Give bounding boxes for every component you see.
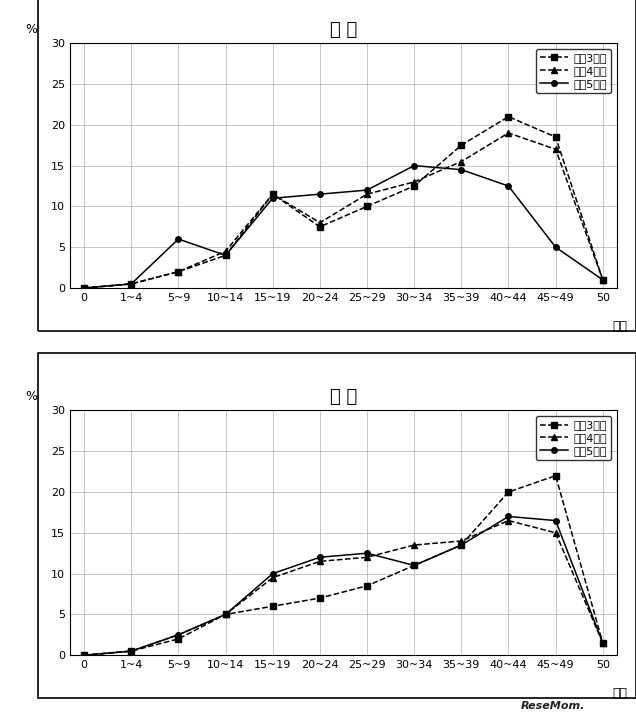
令和3年度 xyxy=(80,651,88,660)
令和4年度 xyxy=(552,145,560,153)
令和5年度 xyxy=(552,243,560,251)
令和5年度 xyxy=(552,516,560,525)
令和4年度 xyxy=(504,516,512,525)
令和3年度 xyxy=(599,639,607,647)
令和4年度 xyxy=(457,536,465,545)
令和4年度 xyxy=(80,284,88,292)
令和4年度 xyxy=(457,157,465,166)
Line: 令和3年度: 令和3年度 xyxy=(81,473,605,658)
令和5年度 xyxy=(269,570,277,578)
令和5年度 xyxy=(175,631,183,639)
令和5年度 xyxy=(410,561,418,570)
令和4年度 xyxy=(599,276,607,284)
令和3年度 xyxy=(599,276,607,284)
令和4年度 xyxy=(222,247,230,256)
令和5年度 xyxy=(316,190,324,199)
令和5年度 xyxy=(363,549,371,557)
令和4年度 xyxy=(127,279,135,288)
令和5年度 xyxy=(457,541,465,549)
令和4年度 xyxy=(127,647,135,655)
令和5年度 xyxy=(222,610,230,618)
令和4年度 xyxy=(175,631,183,639)
令和3年度 xyxy=(127,279,135,288)
令和5年度 xyxy=(222,251,230,260)
令和4年度 xyxy=(363,190,371,199)
令和3年度 xyxy=(222,610,230,618)
令和4年度 xyxy=(410,178,418,186)
令和5年度 xyxy=(363,186,371,194)
令和4年度 xyxy=(269,573,277,582)
令和3年度 xyxy=(316,222,324,231)
令和3年度 xyxy=(269,190,277,199)
Line: 令和3年度: 令和3年度 xyxy=(81,114,605,291)
令和4年度 xyxy=(410,541,418,549)
Y-axis label: %: % xyxy=(25,23,38,36)
令和5年度 xyxy=(80,651,88,660)
令和5年度 xyxy=(127,279,135,288)
令和5年度 xyxy=(504,181,512,190)
令和5年度 xyxy=(599,639,607,647)
令和3年度 xyxy=(127,647,135,655)
令和4年度 xyxy=(599,639,607,647)
令和4年度 xyxy=(504,129,512,138)
令和3年度 xyxy=(410,181,418,190)
Text: ReseMom.: ReseMom. xyxy=(521,701,585,711)
令和5年度 xyxy=(269,194,277,202)
令和3年度 xyxy=(363,202,371,211)
令和3年度 xyxy=(552,132,560,141)
Line: 令和4年度: 令和4年度 xyxy=(81,518,605,658)
令和3年度 xyxy=(457,541,465,549)
令和3年度 xyxy=(222,251,230,260)
Title: 理 科: 理 科 xyxy=(330,21,357,39)
令和4年度 xyxy=(316,218,324,227)
令和5年度 xyxy=(504,512,512,521)
令和5年度 xyxy=(316,553,324,562)
Title: 英 語: 英 語 xyxy=(330,388,357,406)
令和4年度 xyxy=(80,651,88,660)
令和3年度 xyxy=(269,602,277,611)
令和3年度 xyxy=(552,472,560,480)
Legend: 令和3年度, 令和4年度, 令和5年度: 令和3年度, 令和4年度, 令和5年度 xyxy=(536,49,611,93)
令和3年度 xyxy=(316,594,324,603)
令和3年度 xyxy=(410,561,418,570)
令和5年度 xyxy=(80,284,88,292)
令和5年度 xyxy=(457,166,465,174)
令和4年度 xyxy=(269,190,277,199)
令和3年度 xyxy=(504,487,512,496)
Text: 得点: 得点 xyxy=(613,320,628,333)
Line: 令和5年度: 令和5年度 xyxy=(81,163,605,291)
令和3年度 xyxy=(457,141,465,150)
令和5年度 xyxy=(175,235,183,243)
令和4年度 xyxy=(552,528,560,537)
Legend: 令和3年度, 令和4年度, 令和5年度: 令和3年度, 令和4年度, 令和5年度 xyxy=(536,416,611,460)
令和4年度 xyxy=(363,553,371,562)
令和3年度 xyxy=(363,582,371,590)
令和3年度 xyxy=(80,284,88,292)
令和3年度 xyxy=(175,267,183,276)
令和3年度 xyxy=(175,634,183,643)
令和4年度 xyxy=(222,610,230,618)
令和5年度 xyxy=(410,161,418,170)
令和4年度 xyxy=(175,267,183,276)
Y-axis label: %: % xyxy=(25,390,38,403)
令和5年度 xyxy=(599,276,607,284)
Text: 得点: 得点 xyxy=(613,687,628,700)
令和5年度 xyxy=(127,647,135,655)
Line: 令和5年度: 令和5年度 xyxy=(81,513,605,658)
令和4年度 xyxy=(316,557,324,566)
令和3年度 xyxy=(504,112,512,121)
Line: 令和4年度: 令和4年度 xyxy=(81,130,605,291)
